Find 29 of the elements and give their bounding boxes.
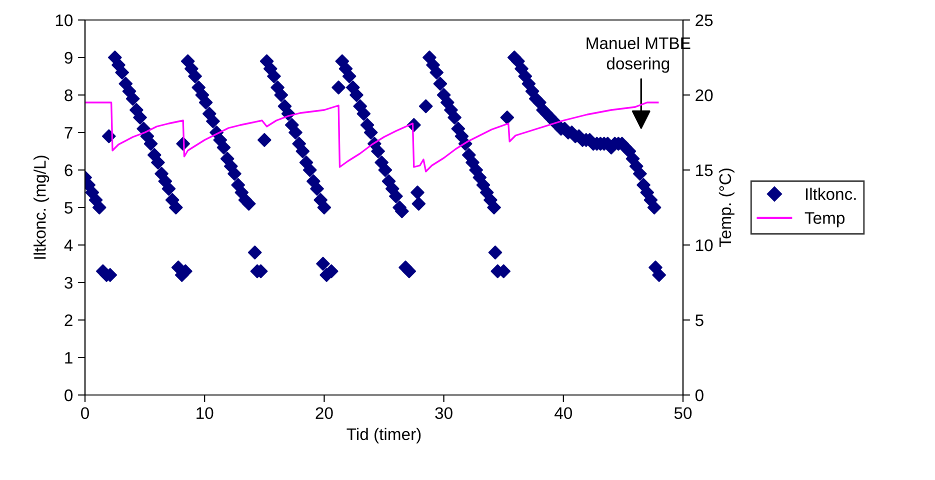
y-tick-label: 8 bbox=[64, 89, 72, 102]
y-tick-label: 6 bbox=[64, 164, 72, 176]
y-tick-label: 2 bbox=[64, 314, 72, 326]
y2-tick-label: 5 bbox=[695, 314, 704, 326]
x-tick-label: 10 bbox=[196, 407, 214, 420]
x-tick-label: 50 bbox=[674, 407, 692, 420]
y-tick-label: 4 bbox=[64, 240, 73, 252]
legend-label: Temp bbox=[804, 212, 845, 228]
x-tick-label: 20 bbox=[316, 407, 333, 420]
y2-tick-label: 0 bbox=[695, 389, 704, 402]
x-axis-title: Tid (timer) bbox=[346, 428, 421, 444]
y-tick-label: 7 bbox=[64, 127, 72, 139]
x-tick-label: 30 bbox=[435, 407, 452, 420]
y-tick-label: 0 bbox=[64, 389, 73, 402]
x-tick-label: 40 bbox=[554, 407, 572, 420]
y-axis-title: Iltkonc. (mg/L) bbox=[34, 156, 50, 259]
x-tick-label: 0 bbox=[81, 407, 89, 420]
y2-tick-label: 25 bbox=[696, 14, 713, 26]
y2-tick-label: 15 bbox=[696, 164, 713, 176]
y-tick-label: 1 bbox=[65, 352, 72, 364]
y-tick-label: 10 bbox=[56, 14, 73, 26]
y2-axis-title: Temp. (°C) bbox=[718, 168, 734, 248]
y-tick-label: 5 bbox=[64, 202, 72, 214]
line-series bbox=[85, 102, 659, 172]
y-tick-label: 3 bbox=[64, 276, 72, 289]
y-tick-label: 9 bbox=[64, 52, 72, 64]
y2-tick-label: 20 bbox=[696, 89, 713, 102]
legend-label: Iltkonc. bbox=[806, 188, 856, 200]
y2-tick-label: 10 bbox=[696, 239, 713, 252]
